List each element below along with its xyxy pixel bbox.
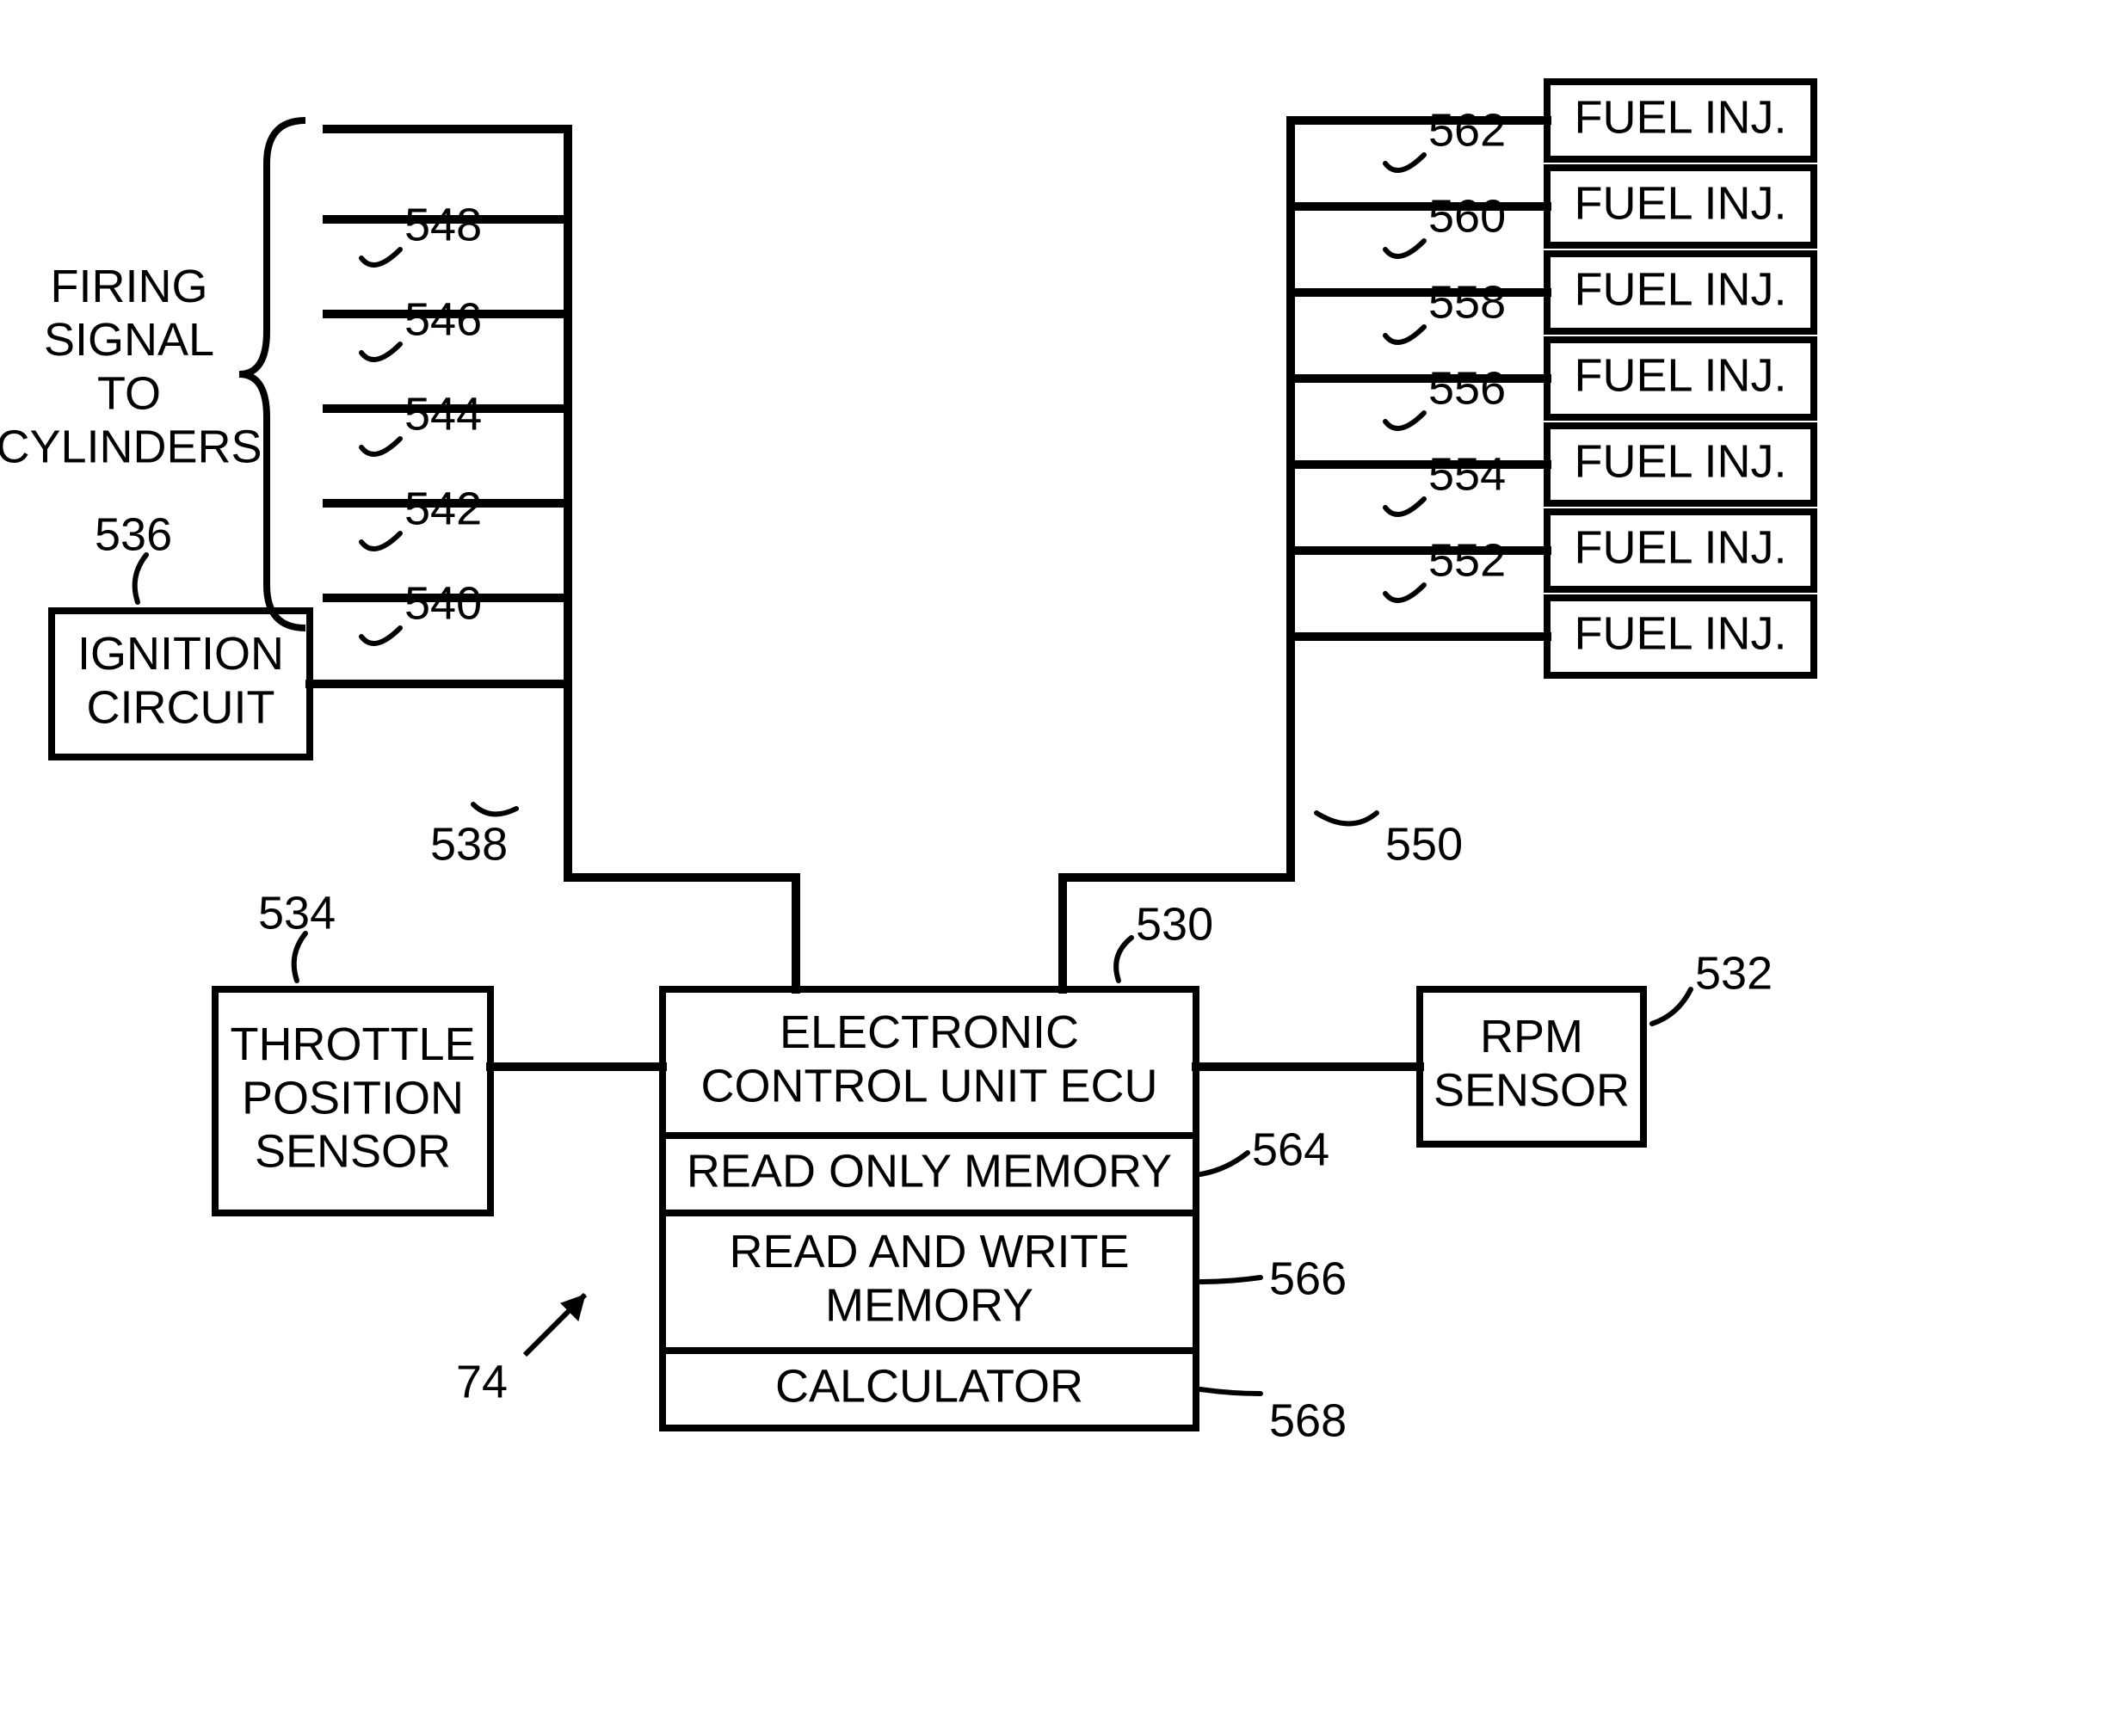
ref-538: 538 xyxy=(430,818,508,870)
ref-532: 532 xyxy=(1695,947,1773,999)
lead-r-3 xyxy=(1385,327,1424,342)
lead-550 xyxy=(1316,813,1377,824)
fuel-inj-box-5-label: FUEL INJ. xyxy=(1574,177,1786,229)
lead-l-2 xyxy=(361,439,400,454)
firing-brace xyxy=(239,120,305,628)
ecu-box-label: ELECTRONIC xyxy=(780,1007,1079,1058)
ram-box-label: READ AND WRITE xyxy=(729,1226,1129,1277)
ref-536: 536 xyxy=(95,508,172,560)
calc-box-label: CALCULATOR xyxy=(775,1360,1083,1412)
fuel-inj-box-1-label: FUEL INJ. xyxy=(1574,521,1786,573)
lead-l-0 xyxy=(361,628,400,643)
rpm-box-label: SENSOR xyxy=(1434,1064,1630,1116)
ref-554: 554 xyxy=(1428,448,1506,500)
ref-566: 566 xyxy=(1269,1253,1347,1304)
lead-l-4 xyxy=(361,249,400,265)
lead-r-2 xyxy=(1385,413,1424,428)
tps-box-label: THROTTLE xyxy=(230,1019,475,1070)
lead-538 xyxy=(473,804,516,814)
firing-text: TO xyxy=(97,367,161,419)
ref-564: 564 xyxy=(1252,1123,1329,1175)
fuel-inj-box-6-label: FUEL INJ. xyxy=(1574,91,1786,143)
ref-568: 568 xyxy=(1269,1394,1347,1446)
lead-534 xyxy=(294,933,305,981)
lead-566 xyxy=(1200,1277,1261,1282)
rom-box-label: READ ONLY MEMORY xyxy=(687,1145,1172,1197)
lead-r-0 xyxy=(1385,585,1424,600)
lead-536 xyxy=(135,555,146,602)
tps-box-label: SENSOR xyxy=(255,1125,451,1177)
lead-r-5 xyxy=(1385,155,1424,170)
firing-text: CYLINDERS xyxy=(0,421,262,472)
ecu-box-label: CONTROL UNIT ECU xyxy=(700,1060,1157,1111)
ref-542: 542 xyxy=(404,483,482,534)
ref-558: 558 xyxy=(1428,276,1506,328)
lead-l-1 xyxy=(361,533,400,549)
rpm-box-label: RPM xyxy=(1480,1011,1583,1062)
ref-546: 546 xyxy=(404,293,482,345)
fuel-inj-box-3-label: FUEL INJ. xyxy=(1574,349,1786,401)
ref-552: 552 xyxy=(1428,534,1506,586)
ref-540: 540 xyxy=(404,577,482,629)
ref-74: 74 xyxy=(456,1356,508,1407)
lead-r-1 xyxy=(1385,499,1424,514)
ref-530: 530 xyxy=(1136,898,1213,950)
ref-550: 550 xyxy=(1385,818,1463,870)
tps-box-label: POSITION xyxy=(242,1072,464,1123)
fuel-inj-box-0-label: FUEL INJ. xyxy=(1574,607,1786,659)
lead-564 xyxy=(1200,1153,1248,1174)
ignition-box-label: CIRCUIT xyxy=(87,681,275,733)
lead-r-4 xyxy=(1385,241,1424,256)
ref-556: 556 xyxy=(1428,362,1506,414)
lead-530 xyxy=(1116,938,1131,981)
lead-532 xyxy=(1652,989,1691,1024)
ignition-box-label: IGNITION xyxy=(77,628,284,680)
lead-l-3 xyxy=(361,344,400,360)
ram-box-label: MEMORY xyxy=(825,1279,1033,1331)
firing-text: FIRING xyxy=(51,261,208,312)
fuel-inj-box-2-label: FUEL INJ. xyxy=(1574,435,1786,487)
fuel-inj-box-4-label: FUEL INJ. xyxy=(1574,263,1786,315)
ref-544: 544 xyxy=(404,388,482,440)
ref-548: 548 xyxy=(404,199,482,250)
firing-text: SIGNAL xyxy=(44,314,214,366)
lead-568 xyxy=(1200,1389,1261,1394)
ref-560: 560 xyxy=(1428,190,1506,242)
ref-534: 534 xyxy=(258,887,336,939)
ref-562: 562 xyxy=(1428,104,1506,156)
